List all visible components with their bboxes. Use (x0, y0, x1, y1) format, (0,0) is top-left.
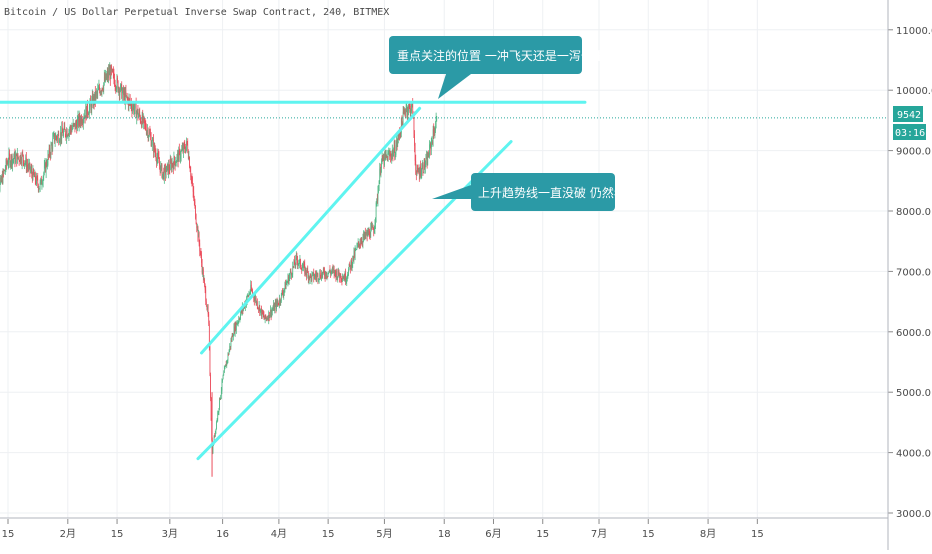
countdown-text: 03:16:01 (895, 128, 932, 139)
candle-body (210, 375, 211, 398)
y-tick-label: 7000.0 (896, 267, 931, 278)
callout-trendline[interactable]: 上升趋势线一直没破 仍然看多 (432, 173, 638, 211)
y-tick-label: 11000.0 (896, 26, 932, 37)
candle-body (211, 398, 212, 420)
candle-body (175, 163, 176, 166)
candle-body (159, 163, 160, 165)
current-price-label: 9542.5 (893, 106, 932, 122)
x-tick-label: 4月 (271, 528, 287, 540)
x-tick-label: 16 (216, 529, 229, 540)
candle-body (181, 151, 182, 157)
x-tick-label: 15 (536, 529, 549, 540)
y-tick-label: 4000.0 (896, 449, 931, 460)
y-tick-label: 10000.0 (896, 86, 932, 97)
candle-body (97, 90, 98, 94)
x-tick-label: 8月 (700, 528, 716, 540)
candle-body (225, 367, 226, 369)
y-tick-label: 6000.0 (896, 328, 931, 339)
y-tick-label: 5000.0 (896, 388, 931, 399)
candle-body (223, 373, 224, 375)
x-tick-label: 2月 (60, 528, 76, 540)
x-tick-label: 15 (751, 529, 764, 540)
callout-key-level[interactable]: 重点关注的位置 一冲飞天还是一泻千里? (389, 36, 611, 99)
candle-body (426, 159, 427, 165)
candle-body (51, 145, 52, 155)
x-tick-label: 15 (111, 529, 124, 540)
trendline-channel-upper[interactable] (201, 108, 419, 353)
x-tick-label: 5月 (376, 528, 392, 540)
candle-body (174, 157, 175, 162)
callout-pointer (438, 74, 471, 99)
candle-body (199, 243, 200, 251)
x-tick-label: 15 (642, 529, 655, 540)
y-tick-label: 8000.0 (896, 207, 931, 218)
candle-body (18, 153, 19, 157)
y-tick-label: 3000.0 (896, 509, 931, 520)
x-tick-label: 6月 (485, 528, 501, 540)
candle-body (126, 91, 127, 95)
callout-text: 重点关注的位置 一冲飞天还是一泻千里? (397, 48, 611, 63)
candle-body (166, 172, 167, 175)
current-price-text: 9542.5 (897, 110, 932, 121)
x-tick-label: 15 (2, 529, 15, 540)
candle-body (257, 301, 258, 307)
candle-body (23, 155, 24, 161)
x-tick-label: 7月 (591, 528, 607, 540)
grid (0, 0, 888, 518)
candle-body (210, 346, 211, 375)
y-tick-label: 9000.0 (896, 147, 931, 158)
candle-body (222, 379, 223, 381)
candle-body (206, 302, 207, 307)
x-tick-label: 18 (438, 529, 451, 540)
candle-body (195, 202, 196, 206)
chart-title: Bitcoin / US Dollar Perpetual Inverse Sw… (4, 7, 389, 18)
candle-body (436, 118, 437, 120)
candle-body (152, 140, 153, 145)
candle-body (349, 264, 350, 265)
candle-body (223, 375, 224, 379)
candle-body (213, 445, 214, 453)
candle-body (15, 156, 16, 163)
callout-text: 上升趋势线一直没破 仍然看多 (478, 185, 638, 200)
candle-body (216, 422, 217, 429)
x-tick-label: 15 (322, 529, 335, 540)
callout-pointer (432, 185, 471, 199)
x-tick-label: 3月 (162, 528, 178, 540)
candle-body (52, 139, 53, 149)
countdown-label: 03:16:01 (893, 124, 932, 140)
candle-body (423, 165, 424, 173)
candle-body (302, 268, 303, 270)
candles (0, 62, 437, 477)
